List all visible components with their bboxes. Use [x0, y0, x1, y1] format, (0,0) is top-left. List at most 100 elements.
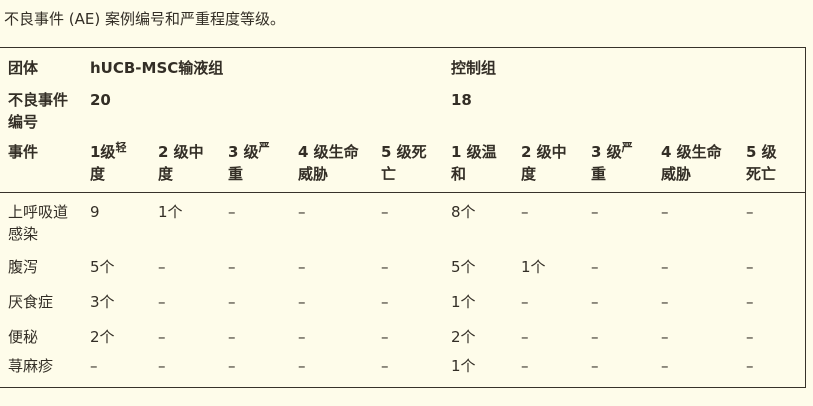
- value-cell: –: [746, 328, 754, 346]
- value-cell: –: [298, 357, 306, 375]
- value-cell: –: [298, 293, 306, 311]
- value-cell: –: [298, 258, 306, 276]
- value-cell: –: [746, 293, 754, 311]
- grade-header-text: 4 级生命威胁: [298, 143, 359, 183]
- grade-header-text: 度: [90, 165, 106, 183]
- grade-header-3: 3 级严重: [228, 141, 298, 185]
- table-caption: 不良事件 (AE) 案例编号和严重程度等级。: [4, 10, 285, 28]
- grade-header-row: 事件 1级轻度 2 级中度 3 级严重 4 级生命威胁 5 级死亡 1 级温和 2 级中度 3…: [0, 139, 805, 193]
- group2-ae-count: 18: [451, 91, 472, 109]
- event-header-label: 事件: [8, 143, 39, 161]
- value-cell: –: [591, 357, 599, 375]
- value-cell: –: [228, 293, 236, 311]
- value-cell: –: [521, 293, 529, 311]
- grade-header-text: 4 级生命威胁: [661, 143, 722, 183]
- value-cell: 1个: [158, 203, 183, 221]
- value-cell: 3个: [90, 293, 115, 311]
- value-cell: –: [521, 203, 529, 221]
- value-cell: –: [158, 357, 166, 375]
- value-cell: –: [591, 328, 599, 346]
- grade-header-8: 3 级严重: [591, 141, 661, 185]
- grade-header-6: 1 级温和: [451, 141, 521, 185]
- value-cell: –: [746, 357, 754, 375]
- group-header-label: 团体: [8, 59, 39, 77]
- value-cell: –: [298, 328, 306, 346]
- value-cell: –: [661, 357, 669, 375]
- grade-header-1: 1级轻度: [90, 141, 158, 185]
- table-row: 厌食症 3个 – – – – 1个 – – – –: [0, 285, 805, 320]
- value-cell: –: [661, 258, 669, 276]
- value-cell: –: [158, 258, 166, 276]
- grade-header-text: 重: [591, 165, 607, 183]
- value-cell: –: [381, 357, 389, 375]
- grade-header-10: 5 级死亡: [746, 141, 805, 185]
- grade-header-text: 1 级温和: [451, 143, 497, 183]
- event-label: 便秘: [8, 328, 39, 346]
- value-cell: –: [381, 293, 389, 311]
- grade-header-2: 2 级中度: [158, 141, 228, 185]
- value-cell: –: [90, 357, 98, 375]
- value-cell: –: [591, 203, 599, 221]
- group-header-row: 团体 hUCB-MSC输液组 控制组: [0, 48, 805, 88]
- grade-header-text: 3 级: [228, 143, 259, 161]
- event-label: 荨麻疹: [8, 357, 54, 375]
- grade-header-text: 2 级中度: [521, 143, 567, 183]
- event-label: 腹泻: [8, 258, 39, 276]
- value-cell: –: [661, 328, 669, 346]
- value-cell: 1个: [451, 357, 476, 375]
- grade-header-text: 2 级中度: [158, 143, 204, 183]
- value-cell: –: [228, 203, 236, 221]
- adverse-events-table: 团体 hUCB-MSC输液组 控制组 不良事件编号 20 18 事件 1级轻度 2…: [0, 47, 806, 388]
- value-cell: 5个: [451, 258, 476, 276]
- value-cell: 2个: [451, 328, 476, 346]
- grade-header-4: 4 级生命威胁: [298, 141, 381, 185]
- table-row: 腹泻 5个 – – – – 5个 1个 – – –: [0, 250, 805, 285]
- value-cell: –: [158, 293, 166, 311]
- table-row: 上呼吸道感染 9 1个 – – – 8个 – – – –: [0, 193, 805, 250]
- value-cell: –: [521, 357, 529, 375]
- grade-header-5: 5 级死亡: [381, 141, 451, 185]
- value-cell: 9: [90, 203, 100, 221]
- table-row: 荨麻疹 – – – – – 1个 – – – –: [0, 355, 805, 387]
- grade-header-superscript: 严: [621, 141, 633, 154]
- value-cell: –: [381, 328, 389, 346]
- grade-header-superscript: 轻: [115, 141, 127, 154]
- value-cell: –: [158, 328, 166, 346]
- value-cell: –: [746, 258, 754, 276]
- value-cell: 5个: [90, 258, 115, 276]
- grade-header-9: 4 级生命威胁: [661, 141, 746, 185]
- value-cell: 8个: [451, 203, 476, 221]
- grade-header-text: 5 级死亡: [381, 143, 427, 183]
- value-cell: –: [381, 258, 389, 276]
- value-cell: –: [746, 203, 754, 221]
- table-row: 便秘 2个 – – – – 2个 – – – –: [0, 320, 805, 355]
- event-label: 厌食症: [8, 293, 54, 311]
- ae-count-row: 不良事件编号 20 18: [0, 88, 805, 139]
- table-body: 上呼吸道感染 9 1个 – – – 8个 – – – – 腹泻 5个 – – – – 5个 1个 – – – 厌食症 3个 – –…: [0, 193, 805, 387]
- value-cell: –: [591, 293, 599, 311]
- value-cell: –: [661, 293, 669, 311]
- event-label: 上呼吸道感染: [8, 203, 69, 243]
- value-cell: 1个: [521, 258, 546, 276]
- grade-header-7: 2 级中度: [521, 141, 591, 185]
- value-cell: –: [298, 203, 306, 221]
- grade-header-text: 5 级死亡: [746, 143, 777, 183]
- grade-header-text: 1级: [90, 143, 116, 161]
- grade-header-text: 重: [228, 165, 244, 183]
- value-cell: –: [521, 328, 529, 346]
- ae-count-label: 不良事件编号: [8, 91, 69, 131]
- value-cell: –: [228, 328, 236, 346]
- value-cell: –: [661, 203, 669, 221]
- group1-ae-count: 20: [90, 91, 111, 109]
- value-cell: 1个: [451, 293, 476, 311]
- grade-header-text: 3 级: [591, 143, 622, 161]
- value-cell: –: [381, 203, 389, 221]
- value-cell: –: [591, 258, 599, 276]
- value-cell: 2个: [90, 328, 115, 346]
- group1-name: hUCB-MSC输液组: [90, 59, 224, 77]
- value-cell: –: [228, 357, 236, 375]
- group2-name: 控制组: [451, 59, 497, 77]
- grade-header-superscript: 严: [258, 141, 270, 154]
- value-cell: –: [228, 258, 236, 276]
